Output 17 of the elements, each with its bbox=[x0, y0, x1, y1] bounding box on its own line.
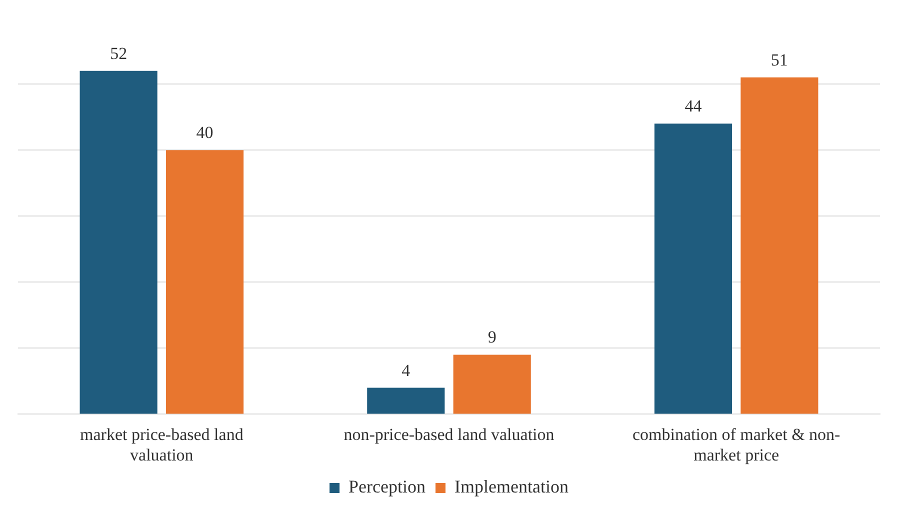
legend-label: Perception bbox=[348, 476, 426, 497]
data-label: 51 bbox=[770, 50, 788, 70]
bar bbox=[80, 70, 158, 414]
x-tick-label: market price-based land valuation bbox=[80, 424, 244, 464]
data-label: 40 bbox=[196, 123, 214, 142]
data-label: 4 bbox=[402, 360, 411, 380]
legend-label: Implementation bbox=[454, 476, 568, 497]
x-tick-label: non-price-based land valuation bbox=[344, 424, 555, 444]
bar bbox=[740, 77, 818, 414]
data-label: 9 bbox=[488, 328, 496, 347]
x-tick-label: combination of market & non-market price bbox=[632, 424, 841, 464]
bar bbox=[367, 388, 445, 414]
bar bbox=[166, 150, 244, 414]
data-label: 52 bbox=[110, 44, 128, 63]
data-label: 44 bbox=[684, 96, 702, 116]
bar bbox=[453, 354, 531, 414]
bar bbox=[654, 124, 732, 414]
